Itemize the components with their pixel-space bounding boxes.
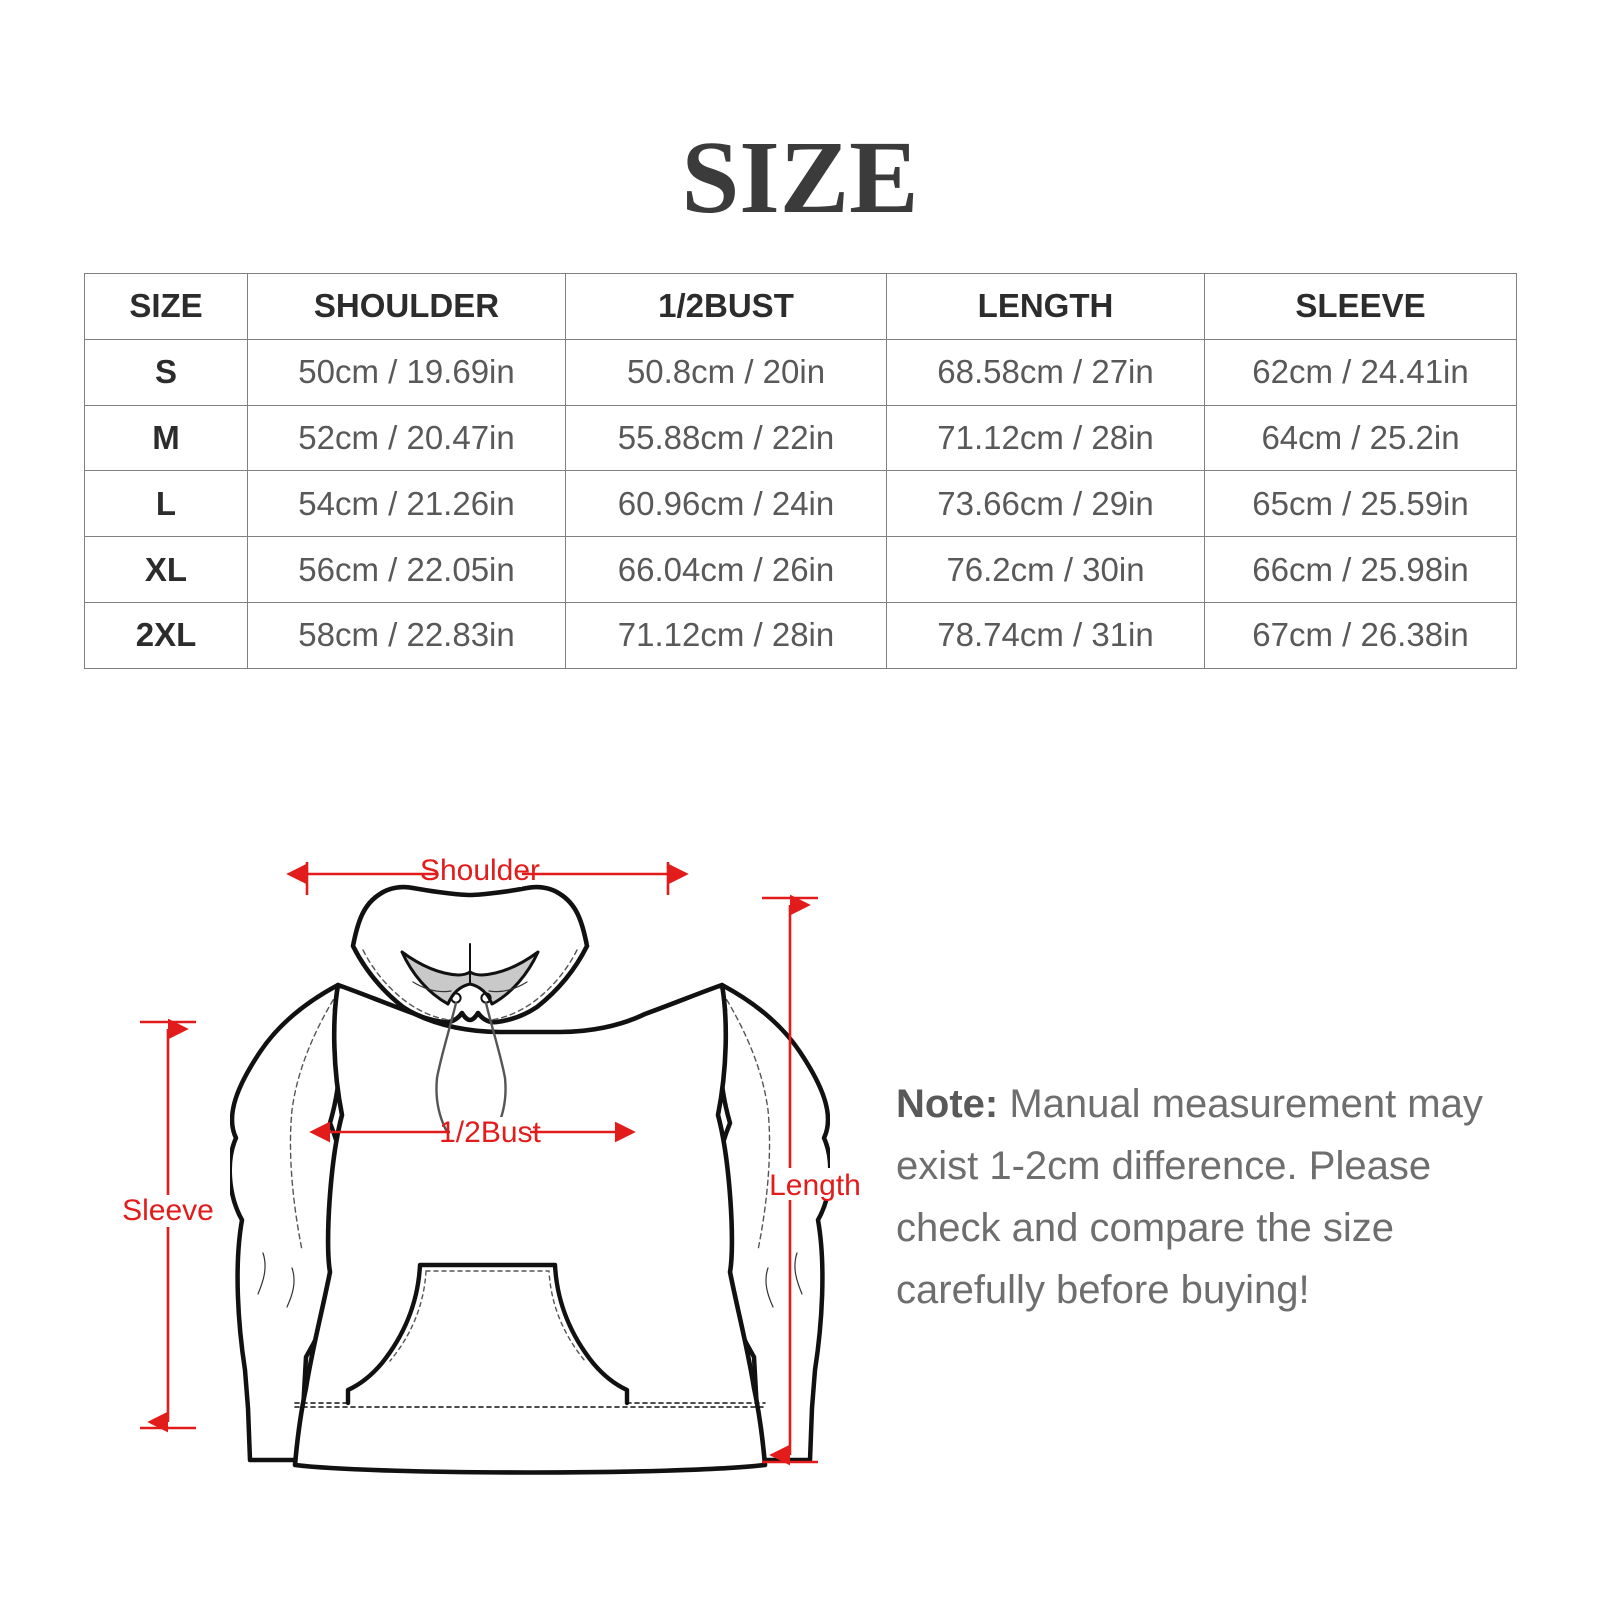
svg-text:check and compare the size: check and compare the size: [896, 1206, 1394, 1250]
svg-text:Note: Manual measurement may: Note: Manual measurement may: [896, 1082, 1483, 1126]
svg-text:carefully before buying!: carefully before buying!: [896, 1268, 1310, 1312]
svg-text:Shoulder: Shoulder: [420, 854, 540, 887]
svg-text:Length: Length: [769, 1169, 861, 1202]
svg-text:1/2Bust: 1/2Bust: [439, 1116, 541, 1149]
svg-text:exist 1-2cm difference. Please: exist 1-2cm difference. Please: [896, 1144, 1431, 1188]
svg-text:Sleeve: Sleeve: [122, 1194, 214, 1227]
